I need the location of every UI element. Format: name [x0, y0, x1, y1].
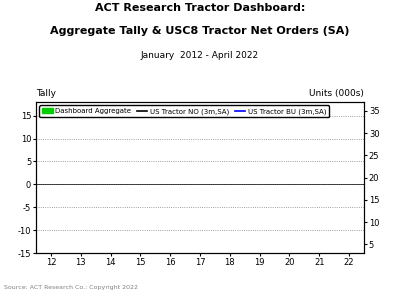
Text: Source: ACT Research Co.: Copyright 2022: Source: ACT Research Co.: Copyright 2022: [4, 285, 138, 290]
Text: January  2012 - April 2022: January 2012 - April 2022: [141, 51, 259, 60]
Legend: Dashboard Aggregate, US Tractor NO (3m,SA), US Tractor BU (3m,SA): Dashboard Aggregate, US Tractor NO (3m,S…: [40, 105, 330, 117]
Text: Aggregate Tally & USC8 Tractor Net Orders (SA): Aggregate Tally & USC8 Tractor Net Order…: [50, 26, 350, 36]
Text: ACT Research Tractor Dashboard:: ACT Research Tractor Dashboard:: [95, 3, 305, 13]
Text: Tally: Tally: [36, 89, 56, 98]
Text: Units (000s): Units (000s): [309, 89, 364, 98]
